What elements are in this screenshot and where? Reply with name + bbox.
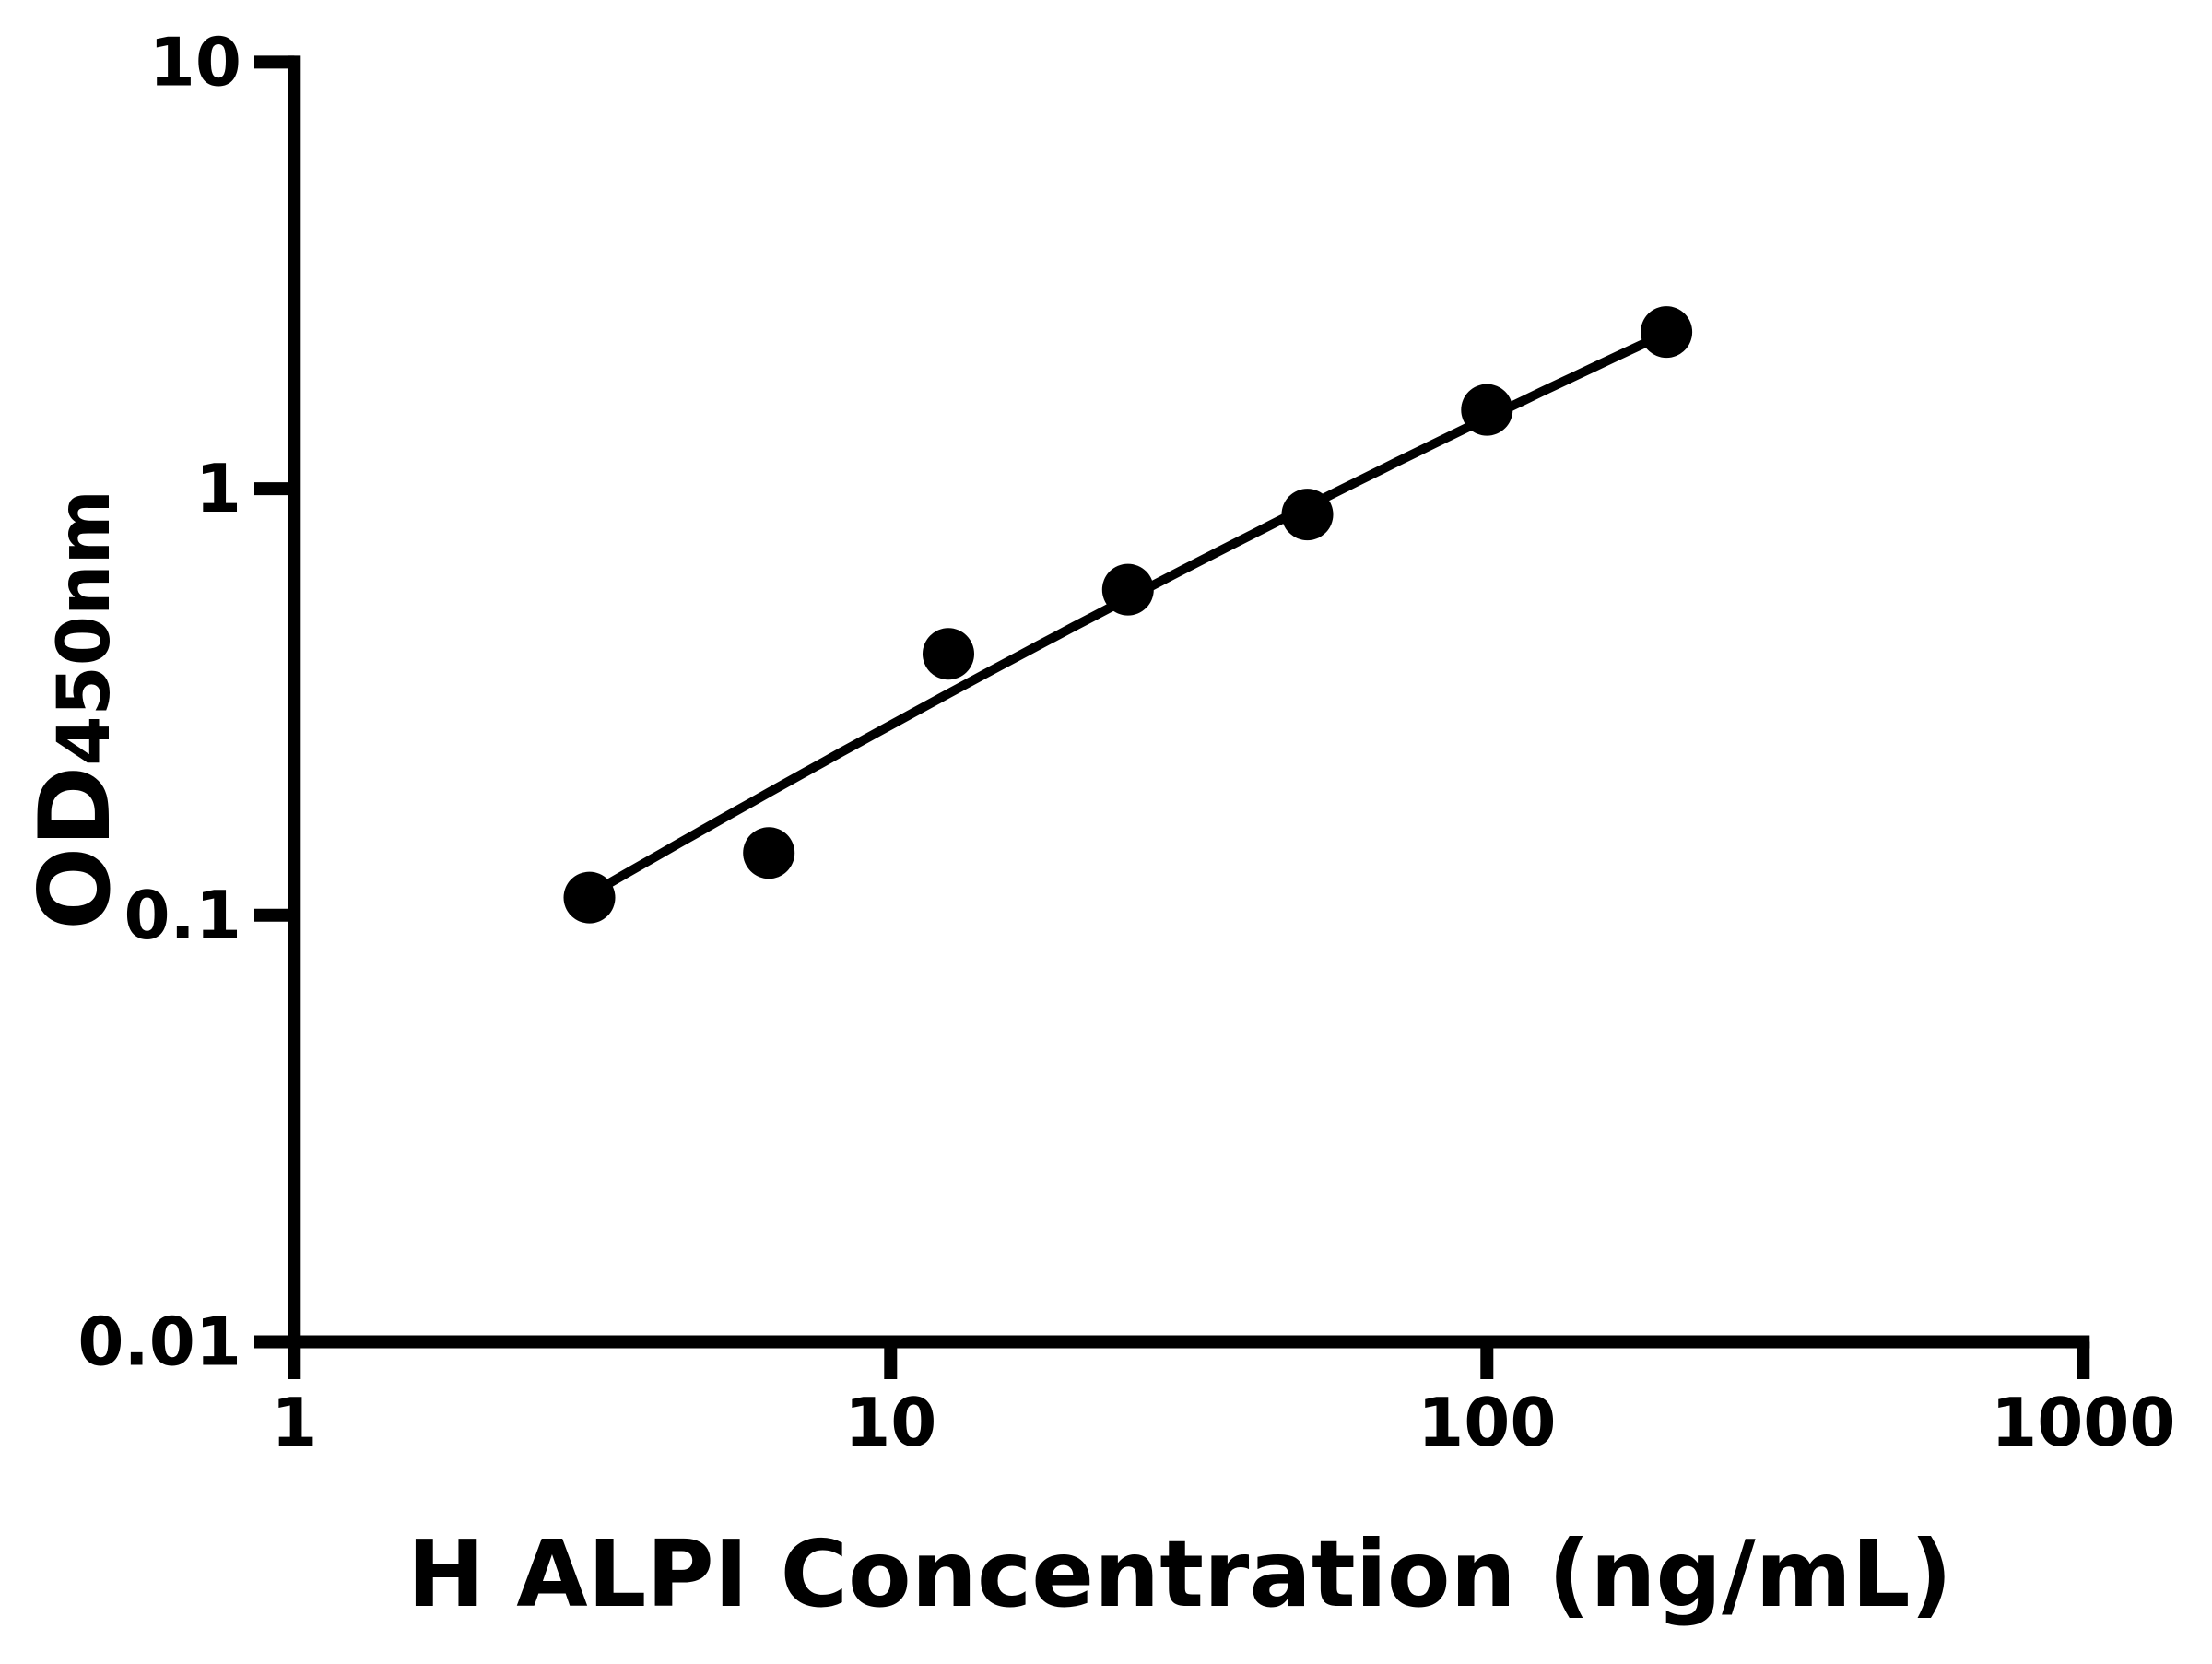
x-tick-label-1000: 1000 <box>1991 1384 2175 1461</box>
x-tick-label-1: 1 <box>271 1384 317 1461</box>
y-tick-label-10: 10 <box>149 23 241 100</box>
y-axis-label: OD450nm <box>18 490 132 930</box>
data-point <box>743 827 795 879</box>
data-point <box>1101 563 1154 616</box>
data-point <box>923 628 974 680</box>
data-point <box>1281 489 1334 541</box>
y-axis-ticks <box>254 55 295 1349</box>
x-axis-ticks <box>288 1341 2090 1379</box>
y-tick-label-0.1: 0.1 <box>124 877 241 954</box>
data-point <box>1641 306 1693 359</box>
data-points-group <box>563 306 1693 924</box>
x-tick-label-100: 100 <box>1418 1384 1556 1461</box>
data-point <box>1461 384 1513 436</box>
y-axis-label-subscript: 450nm <box>43 490 126 766</box>
x-axis-title: H ALPI Concentration (ng/mL) <box>407 1520 1953 1628</box>
y-axis-label-main: OD <box>18 766 132 930</box>
x-axis-tick-labels: 1 10 100 1000 <box>271 1384 2175 1461</box>
axes <box>254 55 2090 1379</box>
y-tick-label-0.01: 0.01 <box>77 1304 241 1381</box>
y-tick-label-1: 1 <box>195 450 241 527</box>
x-tick-label-10: 10 <box>844 1384 936 1461</box>
data-point <box>563 871 616 924</box>
y-axis-tick-labels: 10 1 0.1 0.01 <box>77 23 241 1380</box>
